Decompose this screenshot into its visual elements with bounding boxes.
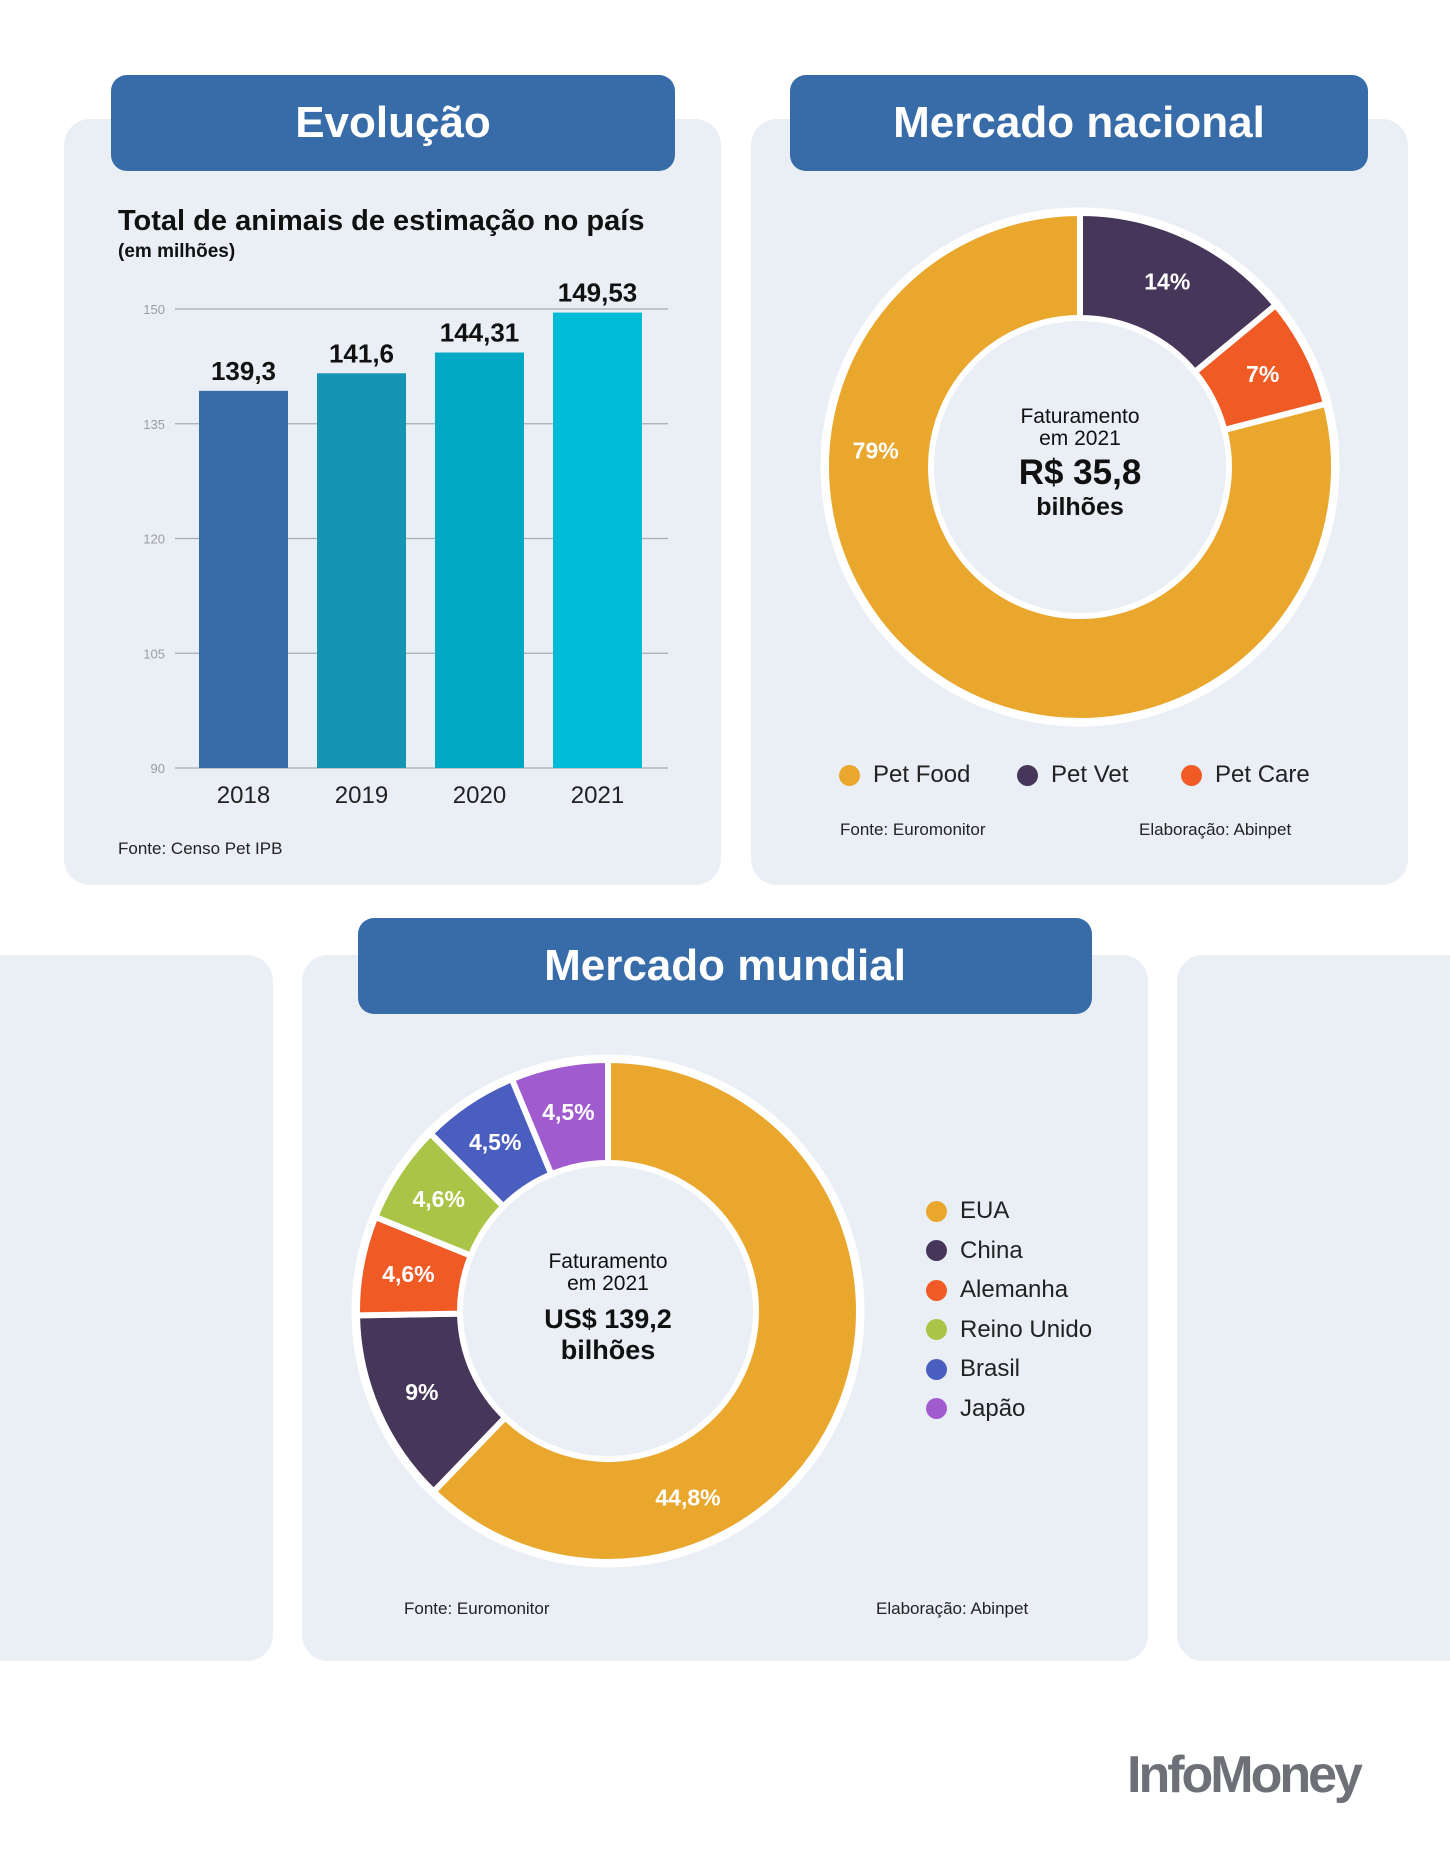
- world-source: Fonte: Euromonitor: [404, 1599, 550, 1618]
- slice-label: 4,5%: [542, 1099, 594, 1125]
- bar-2020: [435, 352, 524, 768]
- bar-value-label: 144,31: [440, 318, 520, 348]
- slice-label: 4,6%: [382, 1261, 434, 1287]
- slice-japão: [508, 1057, 611, 1178]
- center-line2: em 2021: [1039, 427, 1121, 450]
- world-credit: Elaboração: Abinpet: [876, 1599, 1029, 1618]
- slice-label: 7%: [1246, 361, 1279, 387]
- legend-dot-icon: [839, 764, 860, 786]
- donut-outline: [351, 1054, 865, 1568]
- world-center-label: Faturamento em 2021 US$ 139,2 bilhões: [508, 1250, 708, 1366]
- y-tick-label: 120: [143, 532, 165, 547]
- legend-dot-icon: [926, 1398, 947, 1419]
- legend-dot-icon: [926, 1319, 947, 1340]
- national-center-label: Faturamento em 2021 R$ 35,8 bilhões: [980, 405, 1180, 522]
- legend-dot-icon: [926, 1200, 947, 1222]
- slice-label: 9%: [405, 1379, 438, 1405]
- legend-label: Reino Unido: [960, 1315, 1093, 1343]
- legend-item: Brasil: [926, 1355, 1020, 1383]
- center-unit: bilhões: [1036, 493, 1124, 521]
- center-unit: bilhões: [560, 1335, 656, 1365]
- x-tick-label: 2021: [571, 782, 624, 809]
- legend-dot-icon: [926, 1279, 947, 1301]
- legend-item: Alemanha: [926, 1276, 1068, 1304]
- slice-label: 44,8%: [655, 1485, 720, 1511]
- bar-source: Fonte: Censo Pet IPB: [118, 839, 283, 858]
- center-line2: em 2021: [567, 1272, 649, 1295]
- legend-dot-icon: [926, 1240, 947, 1261]
- evolucao-header: Evolução: [111, 75, 675, 171]
- legend-dot-icon: [926, 1358, 947, 1380]
- legend-label: Brasil: [960, 1355, 1021, 1382]
- legend-item: Reino Unido: [926, 1316, 1092, 1344]
- infomoney-logo: InfoMoney: [1127, 1746, 1363, 1804]
- left-filler-panel: [0, 955, 273, 1661]
- x-tick-label: 2019: [335, 782, 388, 809]
- legend-label: Pet Vet: [1051, 761, 1129, 788]
- y-tick-label: 90: [151, 761, 165, 776]
- mercado-nacional-header: Mercado nacional: [790, 75, 1368, 171]
- bar-value-label: 149,53: [558, 278, 638, 308]
- slice-pet-food: [823, 210, 1337, 724]
- national-source: Fonte: Euromonitor: [840, 820, 986, 839]
- legend-label: EUA: [960, 1197, 1010, 1224]
- legend-item: Pet Vet: [1017, 761, 1128, 789]
- y-tick-label: 135: [143, 417, 165, 432]
- legend-label: Japão: [960, 1394, 1026, 1422]
- center-value: R$ 35,8: [1018, 453, 1142, 492]
- bar-2019: [317, 373, 406, 768]
- legend-dot-icon: [1181, 764, 1202, 786]
- national-credit: Elaboração: Abinpet: [1139, 820, 1292, 839]
- x-tick-label: 2020: [453, 782, 506, 809]
- legend-item: EUA: [926, 1197, 1009, 1225]
- bar-chart-subtitle: (em milhões): [118, 241, 236, 262]
- center-line1: Faturamento: [548, 1250, 668, 1273]
- slice-label: 14%: [1144, 269, 1190, 295]
- bar-2021: [553, 312, 642, 768]
- mercado-mundial-header: Mercado mundial: [358, 918, 1092, 1014]
- x-tick-label: 2018: [217, 782, 270, 809]
- legend-label: China: [960, 1236, 1023, 1264]
- center-line1: Faturamento: [1020, 405, 1140, 428]
- right-filler-panel: [1177, 955, 1450, 1661]
- bar-chart-title: Total de animais de estimação no país: [118, 205, 645, 237]
- donut-outline: [820, 207, 1340, 727]
- y-tick-label: 150: [143, 302, 165, 317]
- bar-value-label: 139,3: [211, 356, 276, 386]
- slice-eua: [430, 1057, 862, 1565]
- y-tick-label: 105: [143, 646, 165, 661]
- legend-dot-icon: [1017, 764, 1038, 786]
- bar-value-label: 141,6: [329, 338, 394, 368]
- legend-label: Pet Food: [873, 761, 971, 788]
- legend-label: Pet Care: [1215, 761, 1310, 788]
- legend-item: Pet Care: [1181, 761, 1310, 789]
- bar-2018: [199, 390, 288, 768]
- legend-label: Alemanha: [960, 1276, 1069, 1303]
- slice-label: 79%: [853, 437, 899, 463]
- legend-item: China: [926, 1237, 1023, 1265]
- legend-item: Japão: [926, 1395, 1025, 1423]
- slice-label: 4,5%: [469, 1129, 521, 1155]
- slice-label: 4,6%: [413, 1186, 465, 1212]
- center-value: US$ 139,2: [544, 1304, 672, 1334]
- legend-item: Pet Food: [839, 761, 970, 789]
